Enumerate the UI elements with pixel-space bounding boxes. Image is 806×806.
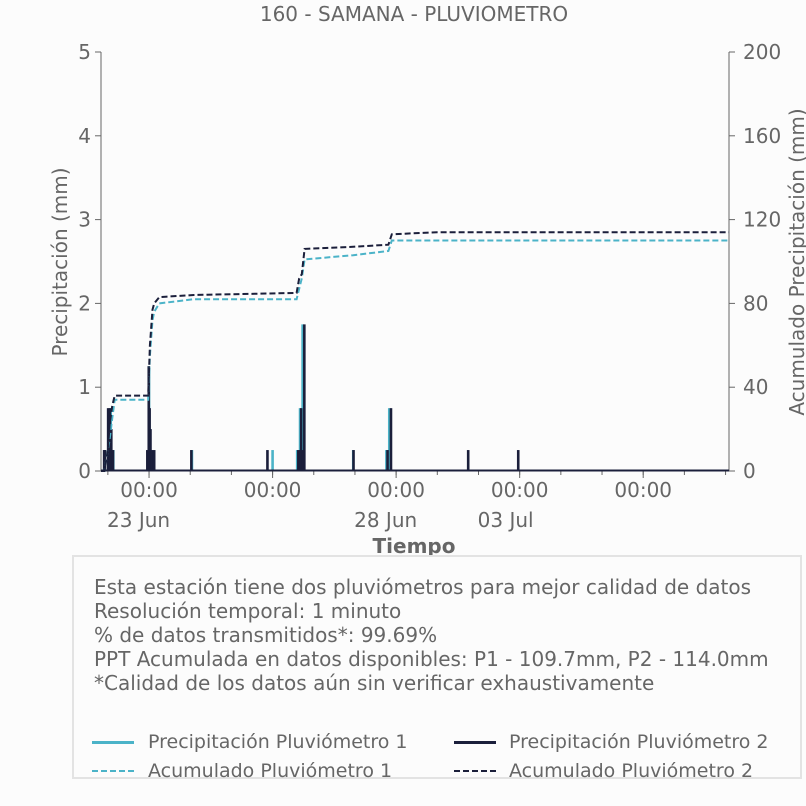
x-tick-date-label: 23 Jun [107, 508, 170, 532]
cumulative-line-2 [101, 231, 729, 472]
y-right-tick-label: 40 [743, 375, 768, 399]
y-right-tick-label: 160 [743, 124, 781, 148]
legend-label-p1: Precipitación Pluviómetro 1 [148, 731, 408, 753]
chart-title: 160 - SAMANA - PLUVIOMETRO [260, 2, 568, 26]
info-line-accumulated: PPT Acumulada en datos disponibles: P1 -… [94, 647, 769, 671]
x-tick-label: 00:00 [614, 478, 672, 502]
x-tick-label: 00:00 [367, 478, 425, 502]
legend-label-p2: Precipitación Pluviómetro 2 [509, 731, 769, 753]
y-right-tick-label: 0 [743, 459, 756, 483]
legend-swatch-p1 [92, 741, 134, 744]
y-axis-label-left: Precipitación (mm) [48, 167, 72, 356]
rainfall-chart: 160 - SAMANA - PLUVIOMETRO 0 1 2 3 4 5 0 40 80 12… [48, 2, 806, 558]
legend-label-acum2: Acumulado Pluviómetro 2 [509, 760, 754, 782]
x-tick-label: 00:00 [491, 478, 549, 502]
y-left-tick-label: 0 [78, 459, 91, 483]
info-line-resolution: Resolución temporal: 1 minuto [94, 599, 402, 623]
legend-swatch-acum2 [454, 770, 496, 772]
y-axis-label-right: Acumulado Precipitación (mm) [785, 108, 806, 415]
x-tick-date-label: 28 Jun [354, 508, 417, 532]
x-axis-label: Tiempo [373, 534, 456, 558]
x-tick-date-label: 03 Jul [478, 508, 534, 532]
y-left-tick-label: 2 [78, 291, 91, 315]
y-left-tick-label: 5 [78, 40, 91, 64]
y-left-tick-label: 1 [78, 375, 91, 399]
x-tick-label: 00:00 [120, 478, 178, 502]
legend-swatch-acum1 [92, 770, 134, 772]
info-line-stations: Esta estación tiene dos pluviómetros par… [94, 575, 752, 599]
legend-swatch-p2 [454, 741, 496, 744]
station-info-panel: Esta estación tiene dos pluviómetros par… [72, 555, 802, 782]
info-line-quality-note: *Calidad de los datos aún sin verificar … [94, 671, 655, 695]
y-right-tick-label: 80 [743, 291, 768, 315]
info-line-transmitted: % de datos transmitidos*: 99.69% [94, 623, 438, 647]
cumulative-line-1 [101, 239, 729, 472]
y-right-tick-label: 200 [743, 40, 781, 64]
chart-axes: 0 1 2 3 4 5 0 40 80 120 160 200 00:00 23 Jun 00:00 00:0… [78, 40, 781, 532]
y-left-tick-label: 4 [78, 124, 91, 148]
chart-marks [101, 231, 729, 472]
legend-label-acum1: Acumulado Pluviómetro 1 [148, 760, 393, 782]
y-left-tick-label: 3 [78, 208, 91, 232]
y-right-tick-label: 120 [743, 208, 781, 232]
x-tick-label: 00:00 [244, 478, 302, 502]
